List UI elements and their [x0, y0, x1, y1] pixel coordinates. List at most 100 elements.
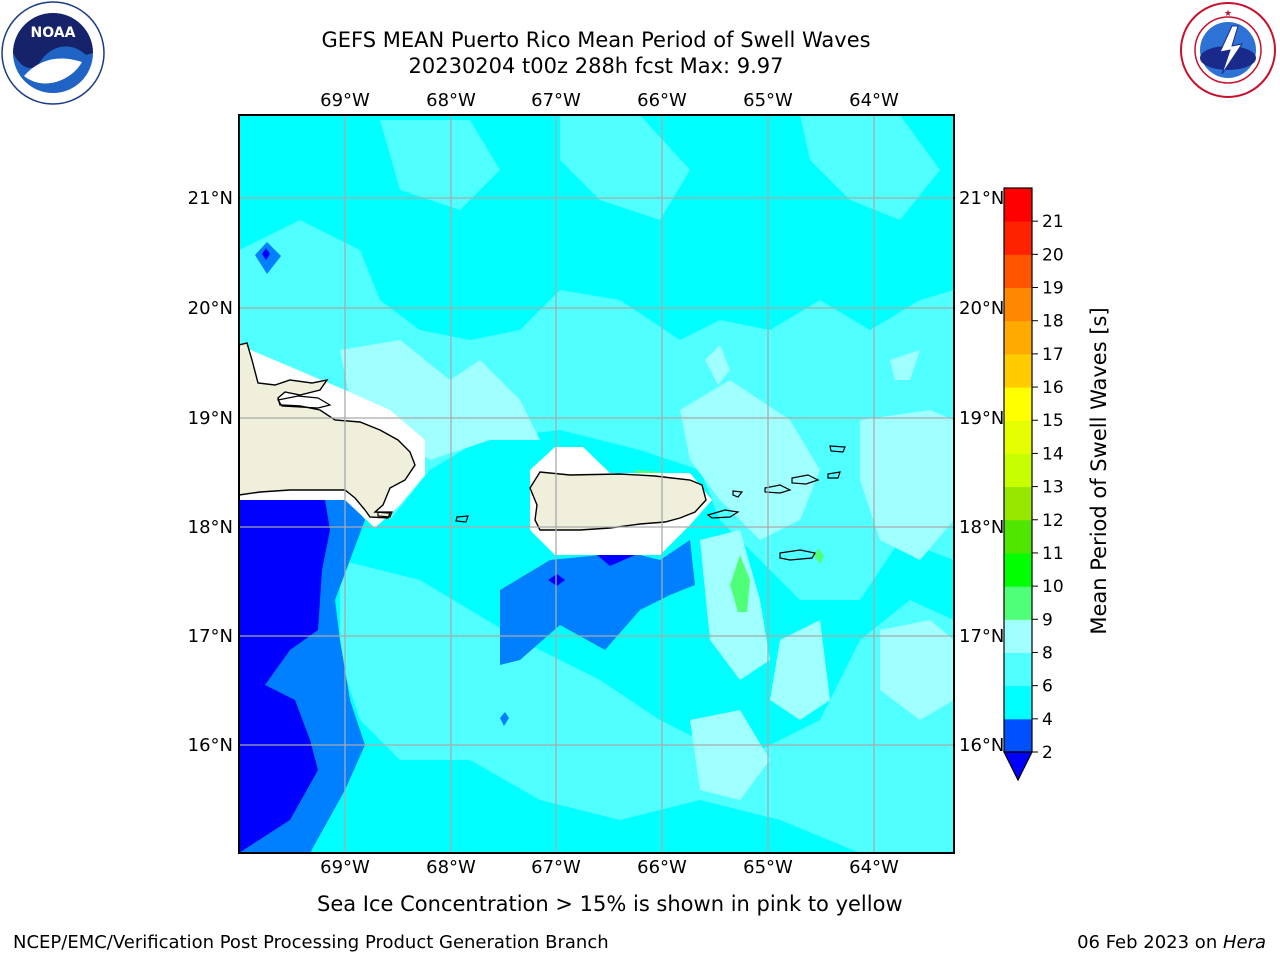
colorbar-tick-label: 9 — [1042, 610, 1053, 630]
map-frame — [238, 114, 955, 854]
lat-label: 17°N — [959, 626, 1004, 647]
field-9-10-patch — [770, 620, 830, 720]
field-4-6-patch — [255, 242, 281, 274]
hispaniola-land — [239, 342, 416, 519]
lat-label: 21°N — [188, 188, 233, 209]
island-outline — [732, 490, 744, 498]
colorbar-swatch — [1004, 353, 1032, 388]
footer-machine: Hera — [1222, 932, 1266, 953]
colorbar-swatch — [1004, 254, 1032, 289]
colorbar-under-extension — [1003, 751, 1033, 782]
colorbar-tick-label: 14 — [1042, 444, 1064, 464]
noaa-logo: NOAA — [1, 1, 105, 105]
colorbar-tick-label: 12 — [1042, 511, 1064, 531]
field-9-10-patch — [700, 530, 770, 680]
colorbar-tick-label: 20 — [1042, 245, 1064, 265]
lon-label: 65°W — [743, 857, 793, 878]
lat-labels-left: 21°N 20°N 19°N 18°N 17°N 16°N — [188, 188, 233, 756]
lat-label: 19°N — [188, 408, 233, 429]
lon-label: 67°W — [531, 90, 581, 111]
nws-logo: ★ — [1180, 2, 1276, 98]
colorbar-tick-label: 11 — [1042, 544, 1064, 564]
colorbar-label: Mean Period of Swell Waves [s] — [1087, 307, 1111, 634]
lon-label: 66°W — [637, 857, 687, 878]
colorbar-tick-label: 10 — [1042, 577, 1064, 597]
field-10-11-patch — [814, 548, 824, 564]
map-title: GEFS MEAN Puerto Rico Mean Period of Swe… — [321, 28, 871, 52]
colorbar-swatch — [1004, 287, 1032, 322]
field-9-10-patch — [705, 345, 730, 385]
island-outline — [829, 445, 846, 453]
footer-credit: NCEP/EMC/Verification Post Processing Pr… — [13, 932, 609, 953]
colorbar-tick-label: 2 — [1042, 743, 1053, 763]
lon-label: 69°W — [320, 857, 370, 878]
island-outline — [791, 474, 820, 485]
field-4-6-patch — [500, 712, 509, 726]
lon-label: 64°W — [849, 90, 899, 111]
field-2-4-patch — [262, 248, 270, 260]
lat-label: 18°N — [959, 517, 1004, 538]
lat-label: 17°N — [188, 626, 233, 647]
colorbar-swatch — [1004, 188, 1032, 222]
colorbar-swatch — [1004, 221, 1032, 255]
field-10-11-patch — [730, 555, 750, 612]
lon-label: 65°W — [743, 90, 793, 111]
lat-label: 21°N — [959, 188, 1004, 209]
field-9-10-patch — [860, 410, 954, 560]
lon-labels-bottom: 69°W 68°W 67°W 66°W 65°W 64°W — [320, 857, 899, 878]
field-9-10-patch — [890, 350, 920, 380]
lon-label: 68°W — [426, 90, 476, 111]
colorbar-tick-label: 6 — [1042, 677, 1053, 697]
colorbar-tick-label: 13 — [1042, 478, 1064, 498]
colorbar-swatch — [1004, 652, 1032, 687]
lon-label: 68°W — [426, 857, 476, 878]
noaa-logo-text: NOAA — [31, 25, 76, 41]
colorbar-tick-label: 17 — [1042, 345, 1064, 365]
lon-label: 69°W — [320, 90, 370, 111]
colorbar-swatch — [1004, 387, 1032, 421]
lat-label: 18°N — [188, 517, 233, 538]
colorbar-tick-label: 8 — [1042, 643, 1053, 663]
island-outline — [706, 509, 740, 519]
colorbar-tick-label: 21 — [1042, 212, 1064, 232]
swell-period-field — [239, 115, 954, 853]
field-4-6-patch — [500, 540, 695, 665]
field-8-9-patch — [380, 120, 500, 210]
lon-label: 64°W — [849, 857, 899, 878]
island-outline — [779, 549, 816, 561]
lat-label: 16°N — [959, 735, 1004, 756]
island-outline — [277, 395, 332, 409]
colorbar-frame — [1003, 187, 1033, 753]
lon-labels-top: 69°W 68°W 67°W 66°W 65°W 64°W — [320, 90, 899, 111]
colorbar-tick-label: 16 — [1042, 378, 1064, 398]
colorbar-swatch — [1004, 486, 1032, 521]
footer-date-text: 06 Feb 2023 on — [1077, 932, 1223, 953]
sea-ice-caption: Sea Ice Concentration > 15% is shown in … — [317, 892, 903, 916]
colorbar-swatch — [1004, 519, 1032, 554]
map-subtitle: 20230204 t00z 288h fcst Max: 9.97 — [408, 54, 784, 78]
lon-label: 67°W — [531, 857, 581, 878]
island-outline — [764, 484, 792, 494]
colorbar-swatch — [1004, 718, 1032, 753]
graticule — [239, 115, 954, 853]
footer-date: 06 Feb 2023 on Hera — [1077, 931, 1266, 955]
field-8-9-patch — [560, 115, 690, 220]
colorbar-tick-label: 19 — [1042, 279, 1064, 299]
colorbar-swatch — [1004, 320, 1032, 355]
island-outline — [377, 511, 393, 518]
field-8-9-patch — [340, 560, 954, 853]
svg-text:★: ★ — [1224, 9, 1232, 19]
field-9-10-patch — [880, 620, 954, 720]
colorbar-swatch — [1004, 619, 1032, 653]
colorbar: 2 4 6 8 9 10 11 12 13 14 15 16 17 18 19 20 21 — [1003, 187, 1064, 782]
field-9-10-patch — [690, 710, 770, 800]
field-2-4-patch — [597, 555, 635, 566]
island-outline — [827, 471, 841, 479]
lat-label: 19°N — [959, 408, 1004, 429]
field-2-4-patch — [239, 500, 330, 853]
field-8-9-patch — [800, 115, 940, 220]
colorbar-swatch — [1004, 420, 1032, 454]
field-9-10-patch — [680, 380, 820, 540]
island-outline — [455, 515, 469, 523]
colorbar-tick-label: 15 — [1042, 411, 1064, 431]
